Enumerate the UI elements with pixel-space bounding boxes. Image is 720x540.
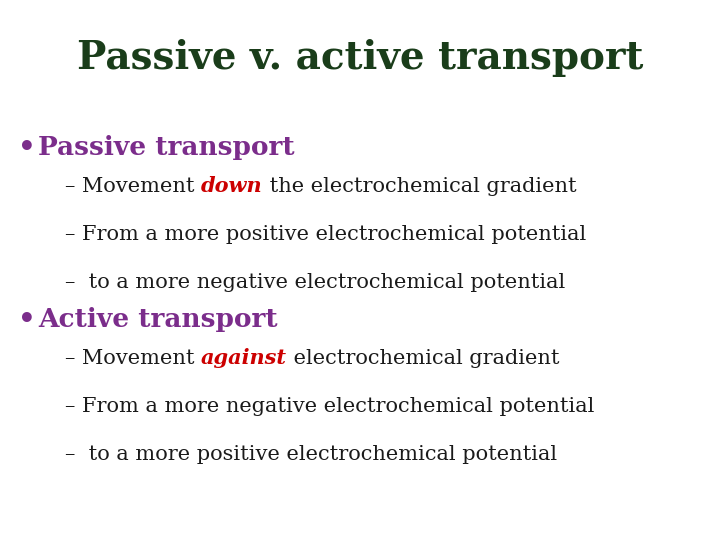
Text: – Movement: – Movement bbox=[65, 177, 201, 195]
Text: –  to a more negative electrochemical potential: – to a more negative electrochemical pot… bbox=[65, 273, 565, 292]
Text: •: • bbox=[18, 307, 36, 334]
Text: against: against bbox=[201, 348, 287, 368]
Text: –  to a more positive electrochemical potential: – to a more positive electrochemical pot… bbox=[65, 444, 557, 463]
Text: Passive transport: Passive transport bbox=[38, 136, 294, 160]
Text: – From a more positive electrochemical potential: – From a more positive electrochemical p… bbox=[65, 225, 586, 244]
Text: Active transport: Active transport bbox=[38, 307, 278, 333]
Text: – Movement: – Movement bbox=[65, 348, 201, 368]
Text: •: • bbox=[18, 134, 36, 161]
Text: down: down bbox=[201, 176, 263, 196]
Text: electrochemical gradient: electrochemical gradient bbox=[287, 348, 559, 368]
Text: the electrochemical gradient: the electrochemical gradient bbox=[263, 177, 577, 195]
Text: – From a more negative electrochemical potential: – From a more negative electrochemical p… bbox=[65, 396, 595, 415]
Text: Passive v. active transport: Passive v. active transport bbox=[77, 39, 643, 77]
